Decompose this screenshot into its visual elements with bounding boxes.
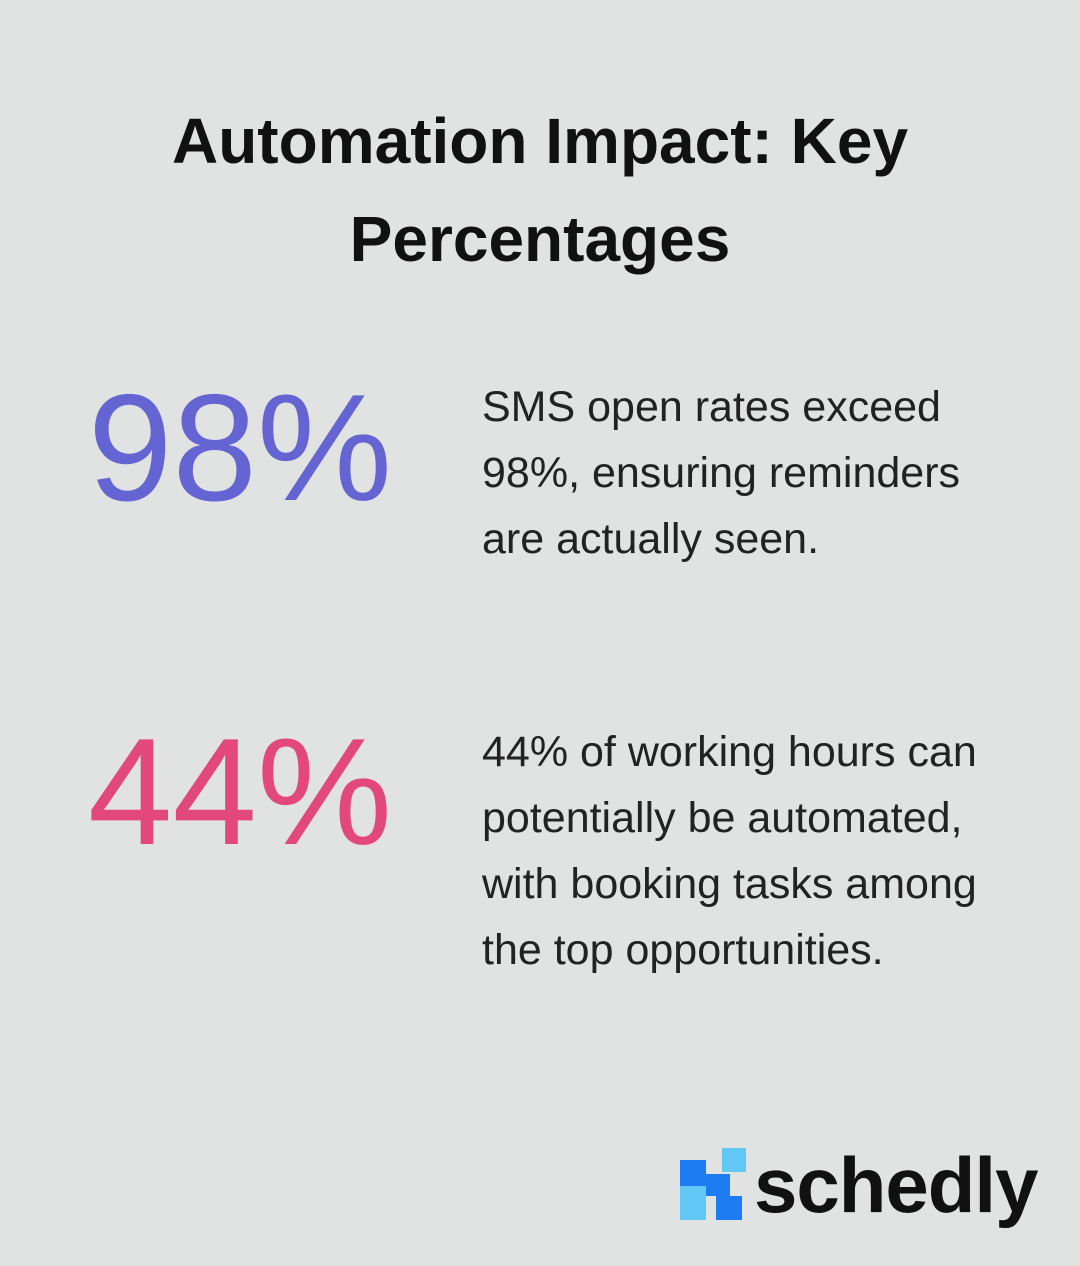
stat-description: SMS open rates exceed 98%, ensuring remi… bbox=[482, 383, 961, 563]
brand-name: schedly bbox=[754, 1141, 1038, 1229]
stat-description: 44% of working hours can potentially be … bbox=[482, 728, 977, 974]
title: Automation Impact: Key Percentages bbox=[171, 105, 909, 275]
logo-square bbox=[716, 1196, 742, 1220]
logo-square bbox=[722, 1148, 746, 1172]
logo-icon bbox=[680, 1148, 746, 1220]
logo-square bbox=[680, 1160, 706, 1186]
logo-square bbox=[680, 1186, 706, 1220]
logo-square bbox=[706, 1174, 730, 1196]
stat-value: 44% bbox=[87, 707, 393, 877]
stat-value: 98% bbox=[87, 363, 393, 533]
